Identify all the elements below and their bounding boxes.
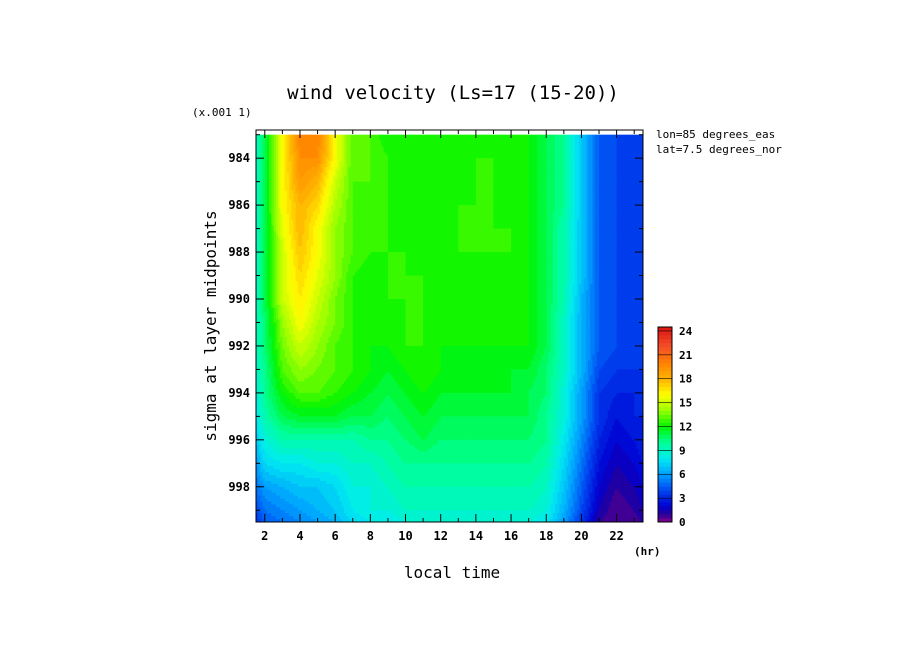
heatmap xyxy=(256,135,644,523)
chart-title: wind velocity (Ls=17 (15-20)) xyxy=(287,82,619,104)
y-scale-note: (x.001 1) xyxy=(192,106,252,119)
